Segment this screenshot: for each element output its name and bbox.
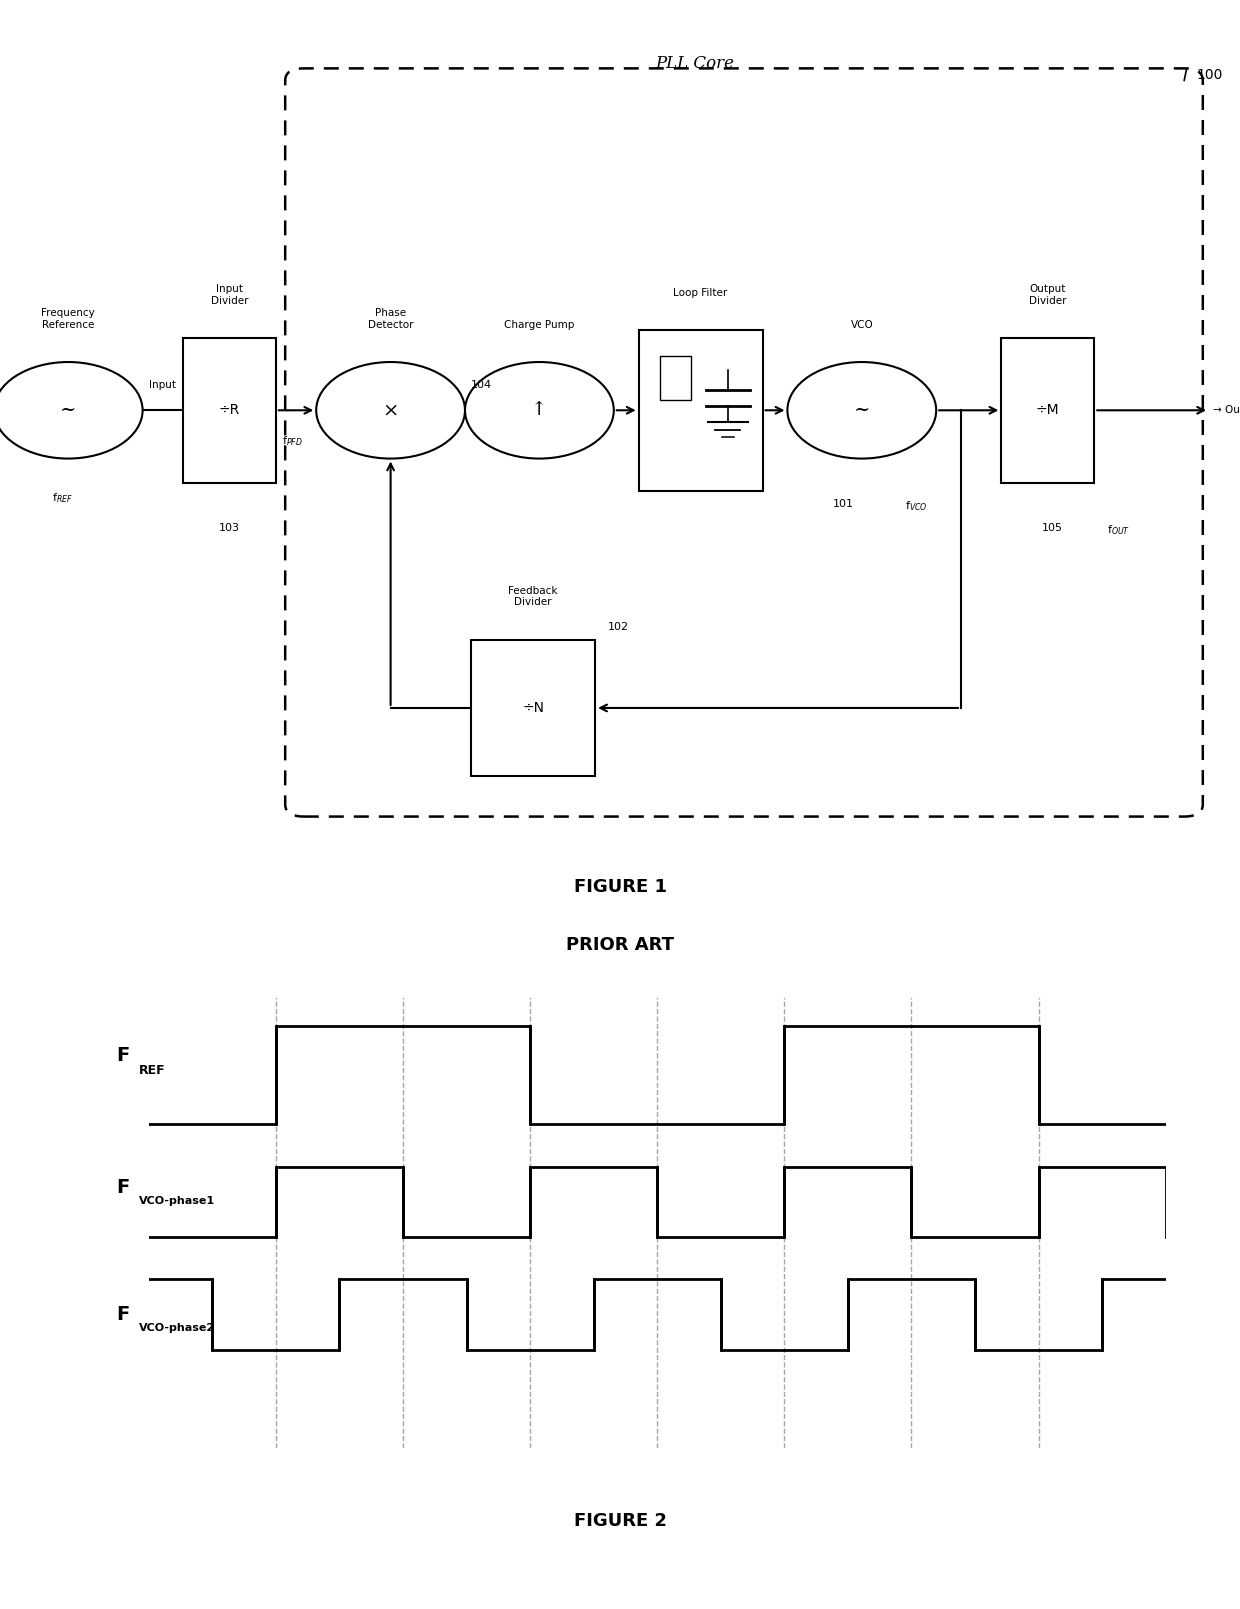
Text: 101: 101 — [833, 499, 853, 508]
Text: REF: REF — [139, 1064, 166, 1076]
Text: ÷N: ÷N — [522, 702, 544, 714]
Text: PLL Core: PLL Core — [655, 55, 734, 72]
Text: Frequency
Reference: Frequency Reference — [41, 309, 95, 330]
Text: Feedback
Divider: Feedback Divider — [508, 586, 558, 608]
Text: 104: 104 — [471, 380, 492, 389]
Text: Phase
Detector: Phase Detector — [368, 309, 413, 330]
Text: f$_{OUT}$: f$_{OUT}$ — [1107, 523, 1130, 537]
Text: Loop Filter: Loop Filter — [673, 288, 728, 298]
Text: Input: Input — [149, 380, 176, 389]
Text: ×: × — [382, 401, 399, 420]
Text: ÷R: ÷R — [218, 404, 241, 417]
Text: FIGURE 1: FIGURE 1 — [573, 879, 667, 896]
Text: 100: 100 — [1197, 69, 1223, 82]
Text: F: F — [117, 1305, 130, 1324]
Text: 103: 103 — [219, 523, 239, 533]
FancyBboxPatch shape — [184, 338, 275, 483]
Text: VCO-phase2: VCO-phase2 — [139, 1323, 216, 1332]
Text: f$_{REF}$: f$_{REF}$ — [52, 491, 72, 505]
Text: F: F — [117, 1178, 130, 1197]
Text: Charge Pump: Charge Pump — [505, 320, 574, 330]
FancyBboxPatch shape — [471, 640, 595, 777]
Text: Input
Divider: Input Divider — [211, 285, 248, 306]
Circle shape — [0, 362, 143, 459]
Text: → Output: → Output — [1213, 405, 1240, 415]
Text: VCO: VCO — [851, 320, 873, 330]
Text: ÷M: ÷M — [1035, 404, 1060, 417]
Text: 105: 105 — [1042, 523, 1063, 533]
Text: PRIOR ART: PRIOR ART — [565, 936, 675, 954]
FancyBboxPatch shape — [1002, 338, 1094, 483]
Circle shape — [787, 362, 936, 459]
Text: FIGURE 2: FIGURE 2 — [573, 1511, 667, 1530]
Circle shape — [316, 362, 465, 459]
Text: ↑: ↑ — [531, 401, 548, 420]
Text: F: F — [117, 1046, 130, 1065]
Text: f$_{VCO}$: f$_{VCO}$ — [905, 499, 928, 513]
Text: ~: ~ — [853, 401, 870, 420]
Text: ~: ~ — [60, 401, 77, 420]
FancyBboxPatch shape — [639, 330, 763, 491]
Text: f$_{PFD}$: f$_{PFD}$ — [283, 434, 303, 449]
Circle shape — [465, 362, 614, 459]
Text: 102: 102 — [608, 621, 629, 632]
Text: Output
Divider: Output Divider — [1029, 285, 1066, 306]
Text: VCO-phase1: VCO-phase1 — [139, 1195, 216, 1207]
